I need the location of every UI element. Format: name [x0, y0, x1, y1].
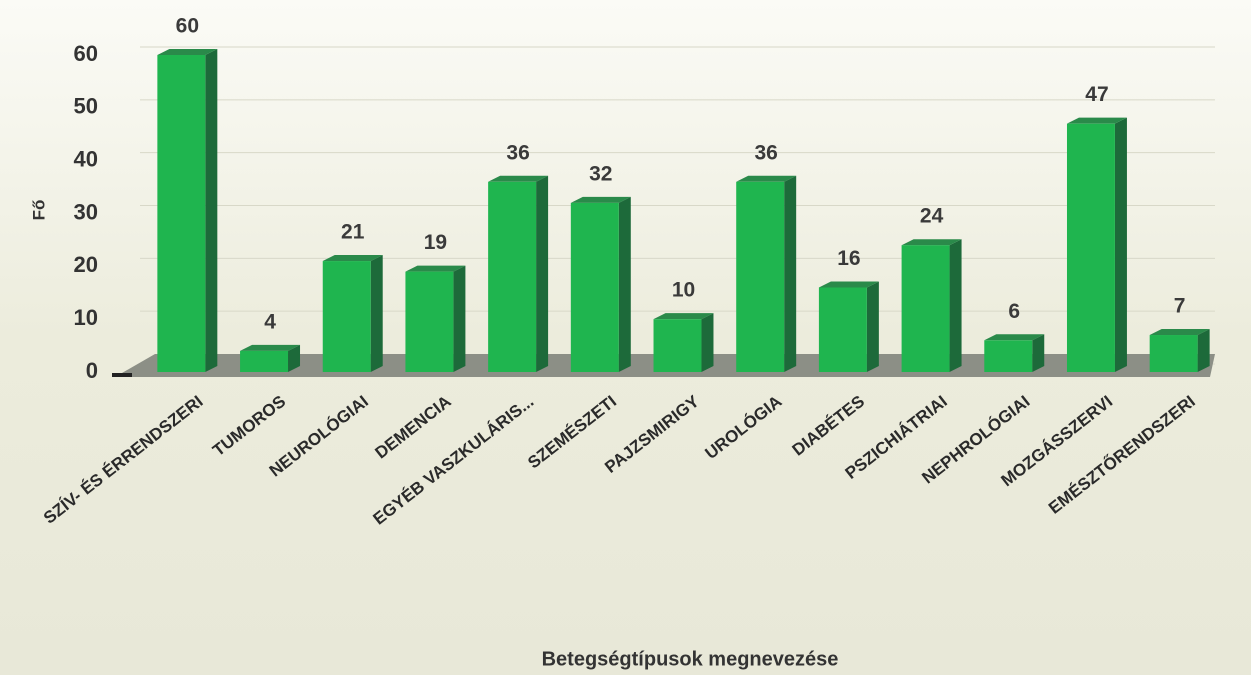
value-label: 47: [1085, 83, 1108, 106]
value-label: 16: [837, 247, 860, 270]
bar: [984, 340, 1033, 372]
bar-top: [818, 281, 879, 288]
bar-side: [1114, 117, 1127, 372]
bar-side: [453, 265, 466, 372]
bar: [570, 202, 619, 372]
bar-side: [866, 281, 879, 372]
bar-top: [405, 265, 466, 272]
bar: [818, 287, 867, 372]
bar: [1149, 335, 1198, 372]
bar-top: [984, 334, 1045, 341]
value-label: 36: [506, 141, 529, 164]
bar-top: [1066, 117, 1127, 124]
y-tick-label: 20: [74, 252, 98, 277]
bar-top: [570, 196, 631, 203]
bar: [1066, 123, 1115, 372]
bar-top: [157, 49, 218, 55]
y-tick-label: 10: [74, 305, 98, 330]
y-tick-label: 30: [74, 199, 98, 224]
value-label: 7: [1174, 295, 1186, 318]
bar-side: [288, 344, 301, 372]
x-axis-label: Betegségtípusok megnevezése: [542, 648, 839, 670]
bar-side: [205, 49, 218, 372]
y-tick-label: 40: [74, 146, 98, 171]
value-label: 32: [589, 162, 612, 185]
value-label: 21: [341, 221, 365, 244]
bar-top: [1149, 329, 1210, 336]
bar-side: [701, 313, 714, 372]
bar-top: [736, 175, 797, 182]
value-label: 36: [755, 141, 778, 164]
bar-side: [618, 196, 631, 372]
bar-top: [488, 175, 549, 182]
value-label: 4: [264, 310, 276, 333]
bar: [901, 245, 950, 372]
bar-top: [322, 255, 383, 262]
bar: [322, 261, 371, 372]
bar-top: [653, 313, 714, 320]
bar: [405, 271, 454, 372]
bar: [653, 319, 702, 372]
bar-side: [370, 255, 383, 372]
bar-side: [1032, 334, 1045, 372]
y-tick-label: 50: [74, 94, 98, 119]
y-tick-label: 60: [74, 41, 98, 66]
bar-top: [240, 344, 301, 351]
bar-side: [536, 175, 549, 372]
bar-side: [949, 239, 962, 372]
bar: [736, 181, 785, 372]
y-axis-label: Fő: [29, 200, 48, 221]
value-label: 10: [672, 279, 695, 302]
bar: [240, 350, 289, 372]
bar: [157, 55, 206, 372]
value-label: 6: [1008, 300, 1020, 323]
value-label: 19: [424, 231, 447, 254]
bar: [488, 181, 537, 372]
y-tick-label: 0: [86, 358, 98, 383]
bar-side: [784, 175, 797, 372]
value-label: 24: [920, 205, 944, 228]
bar-side: [1197, 329, 1210, 372]
bar-top: [901, 239, 962, 246]
value-label: 60: [176, 15, 199, 38]
